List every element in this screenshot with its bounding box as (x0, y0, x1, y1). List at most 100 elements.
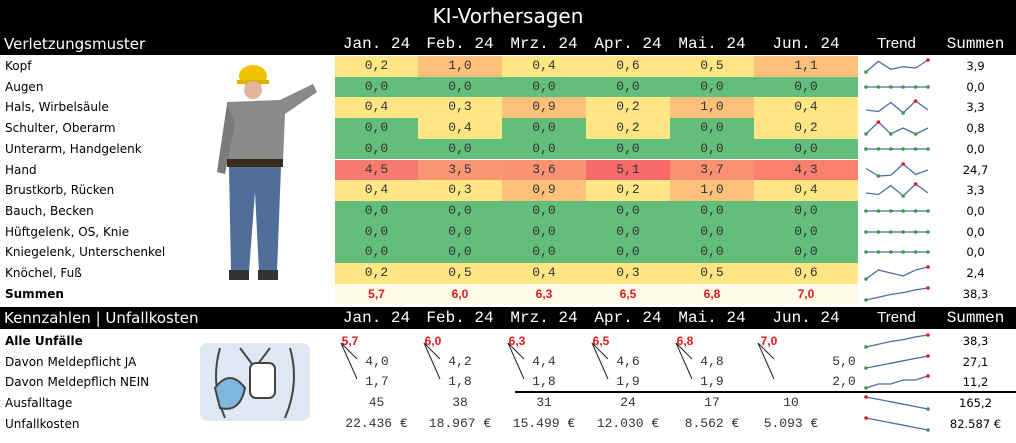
sparkline-point (864, 395, 868, 399)
value-cell: 0,0 (335, 118, 418, 139)
value-cell: 1,0 (418, 56, 502, 77)
value-cell: 0,0 (418, 242, 502, 263)
sparkline-point (926, 84, 930, 89)
sparkline-point (889, 84, 893, 89)
value-cell: 0,0 (586, 200, 670, 222)
trend-sparkline (864, 353, 930, 370)
sparkline-point (876, 146, 881, 151)
sparkline-point (864, 229, 868, 234)
month-header: Apr. 24 (594, 309, 662, 327)
value-cell: 0,2 (586, 97, 670, 119)
value-cell: 3,7 (670, 159, 754, 181)
sparkline-point (889, 132, 893, 136)
trend-sparkline (865, 99, 929, 116)
month-header: Mrz. 24 (510, 309, 578, 327)
kpi-value: 38 (452, 395, 468, 411)
sparkline-point (901, 194, 905, 198)
sum-cell: 38,3 (962, 286, 989, 301)
sparkline-path (865, 287, 929, 301)
sparkline-point (864, 132, 868, 136)
sparkline-point (889, 229, 893, 234)
sparkline-point (913, 84, 918, 89)
row-label: Ausfalltage (5, 396, 73, 411)
sparkline-point (901, 250, 905, 255)
table-row: Hand 4,5 3,5 3,6 5,1 3,7 4,3 24,7 (0, 159, 1016, 181)
value-cell: 0,0 (754, 76, 858, 98)
value-cell: 0,6 (754, 263, 858, 284)
kpi-value: 12.030 € (596, 415, 660, 431)
value-cell: 0,0 (754, 200, 858, 222)
trend-sparkline (864, 395, 930, 411)
divider-line (515, 391, 1016, 393)
totals-row: Summen 5,7 6,0 6,3 6,5 6,8 7,0 38,3 (0, 283, 1016, 305)
row-label: Summen (5, 286, 64, 301)
trend-sparkline (864, 374, 930, 391)
sparkline-path (865, 59, 929, 73)
table-row: Augen 0,0 0,0 0,0 0,0 0,0 0,0 0,0 (0, 76, 1016, 98)
kpi-value: 4,2 (448, 353, 472, 369)
sparkline-point (913, 132, 918, 136)
sparkline-point (864, 345, 868, 349)
sum-cell: 0,0 (966, 224, 985, 239)
sparkline-point (864, 209, 868, 213)
sum-cell: 24,7 (962, 162, 989, 177)
value-cell: 0,0 (670, 76, 754, 98)
value-cell: 0,0 (502, 242, 586, 263)
sparkline-point (913, 99, 918, 104)
row-label: Hand (5, 162, 37, 177)
value-cell: 0,5 (670, 263, 754, 284)
row-label: Unterarm, Handgelenk (5, 141, 142, 156)
sparkline-point (926, 58, 930, 62)
kpi-value: 6,0 (424, 334, 442, 348)
trend-sparkline (864, 120, 929, 136)
kpi-value: 18.967 € (428, 415, 492, 431)
connector-line (340, 342, 358, 380)
kpi-value: 4,0 (365, 353, 389, 369)
trend-sparkline (865, 161, 929, 178)
value-cell: 0,0 (754, 221, 858, 243)
value-cell: 0,2 (335, 263, 418, 284)
kpi-value: 5,0 (832, 353, 856, 369)
section2-header: Kennzahlen | Unfallkosten Jan. 24 Feb. 24… (0, 307, 1016, 329)
row-label: Knöchel, Fuß (5, 266, 82, 280)
sparkline-point (926, 374, 930, 379)
value-cell: 0,9 (502, 97, 586, 119)
sparkline-point (864, 386, 868, 391)
value-cell: 0,0 (586, 76, 670, 98)
kpi-value: 6,8 (676, 334, 694, 348)
kpi-value: 1,8 (532, 374, 556, 390)
connector-line (423, 342, 441, 380)
sparkline-point (889, 146, 893, 151)
value-cell: 0,4 (502, 56, 586, 77)
sparkline-path (865, 266, 929, 280)
month-header: Jun. 24 (772, 35, 840, 53)
value-cell: 0,0 (502, 118, 586, 139)
sparkline-point (913, 229, 918, 234)
kpi-value: 4,8 (700, 353, 724, 369)
sparkline-point (926, 209, 930, 213)
kpi-value: 4,4 (532, 353, 556, 369)
sum-cell: 82.587 € (949, 416, 1002, 431)
value-cell: 0,2 (586, 118, 670, 139)
sparkline-point (864, 297, 868, 302)
sparkline-path (865, 121, 929, 135)
table-row: Hals, Wirbelsäule 0,4 0,3 0,9 0,2 1,0 0,4 3,3 (0, 97, 1016, 119)
sparkline-point (876, 250, 881, 255)
row-label: Davon Meldepflicht JA (5, 354, 137, 369)
connector-line (675, 342, 693, 380)
sparkline-point (926, 285, 930, 290)
kpi-value: 4,6 (616, 353, 640, 369)
table-row: Kniegelenk, Unterschenkel 0,0 0,0 0,0 0,0 0,0… (0, 242, 1016, 263)
sparkline-point (901, 209, 905, 213)
row-label: Davon Meldepflich NEIN (5, 375, 150, 390)
value-cell: 1,0 (670, 97, 754, 119)
value-cell: 0,0 (502, 221, 586, 243)
sparkline-point (889, 209, 893, 213)
kpi-value: 45 (368, 395, 385, 411)
table-row: Unterarm, Handgelenk 0,0 0,0 0,0 0,0 0,0 0,0 0,… (0, 138, 1016, 160)
sparkline-point (901, 146, 905, 151)
value-cell: 0,0 (586, 138, 670, 160)
value-cell: 0,3 (418, 97, 502, 119)
sparkline-point (876, 209, 881, 213)
kpi-value: 5,7 (341, 334, 359, 348)
